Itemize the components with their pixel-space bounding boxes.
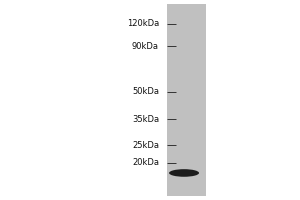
Text: 90kDa: 90kDa	[132, 42, 159, 51]
Text: 50kDa: 50kDa	[132, 87, 159, 96]
Ellipse shape	[169, 169, 199, 177]
Text: 120kDa: 120kDa	[127, 19, 159, 28]
Bar	[167, 4, 206, 196]
Text: 35kDa: 35kDa	[132, 115, 159, 124]
Text: 20kDa: 20kDa	[132, 158, 159, 167]
Text: 25kDa: 25kDa	[132, 141, 159, 150]
